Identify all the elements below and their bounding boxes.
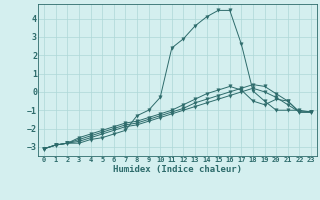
X-axis label: Humidex (Indice chaleur): Humidex (Indice chaleur)	[113, 165, 242, 174]
